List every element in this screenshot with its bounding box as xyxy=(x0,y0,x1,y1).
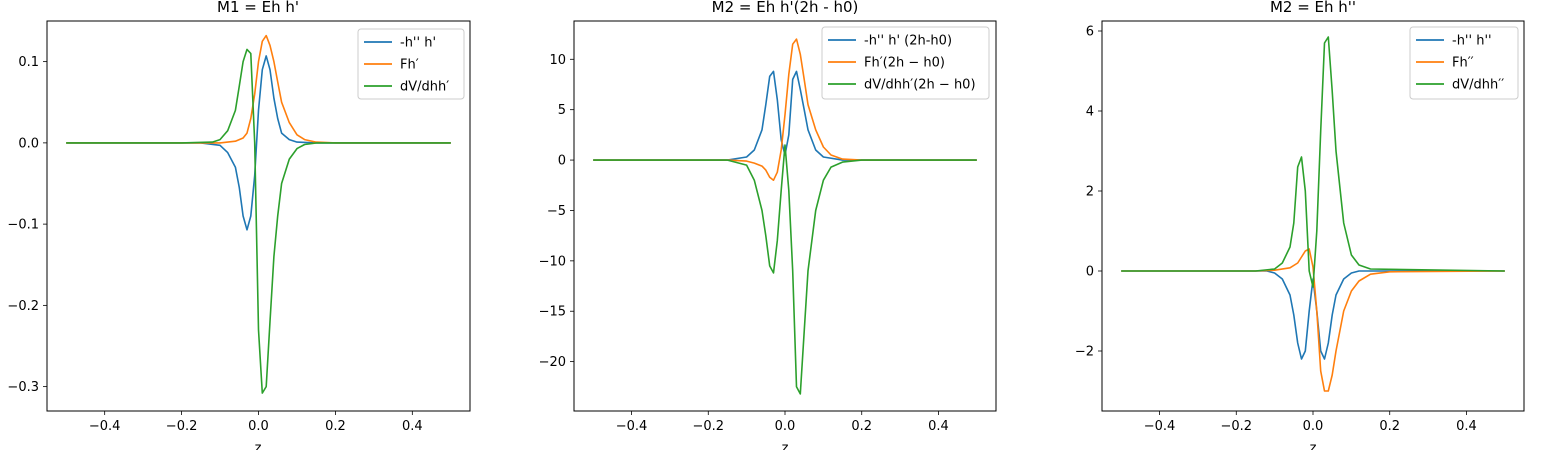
legend-label-2: dV/dhh′′ xyxy=(1452,78,1504,93)
y-tick-label: 0 xyxy=(558,154,566,169)
series-line-2 xyxy=(66,48,451,394)
x-tick-label: −0.2 xyxy=(166,419,198,434)
y-tick-label: 10 xyxy=(549,53,566,68)
series-line-2 xyxy=(1121,36,1505,288)
subplot-m1: M1 = Eh h' −0.4 −0.2 0.0 0.2 0.40.10.0−0.1−0… xyxy=(7,0,471,450)
x-tick-label: 0.4 xyxy=(1456,419,1477,434)
x-tick-label: −0.4 xyxy=(1144,419,1176,434)
series-line-1 xyxy=(66,34,451,144)
chart-title: M2 = Eh h'' xyxy=(1270,0,1356,16)
legend: -h'' h'' Fh′′ dV/dhh′′ xyxy=(1409,26,1519,100)
y-tick-label: −10 xyxy=(539,254,566,269)
y-tick-label: 4 xyxy=(1086,105,1094,120)
legend-label-1: Fh′′ xyxy=(1452,56,1474,71)
x-tick-label: −0.2 xyxy=(692,419,724,434)
series-lines xyxy=(593,38,977,395)
series-lines xyxy=(1121,36,1505,392)
legend-box xyxy=(821,26,990,100)
subplot-m2-2h-h0: M2 = Eh h'(2h - h0) −0.4 −0.2 0.0 0.2 0.4 10 5… xyxy=(539,0,997,450)
tick-marks: −0.4 −0.2 0.0 0.2 0.4 10 5 0 −5 −10 −15 −20 xyxy=(539,53,949,434)
legend-label-0: -h'' h'' xyxy=(1452,34,1492,49)
tick-marks: −0.4 −0.2 0.0 0.2 0.4 6 4 2 0 −2 xyxy=(1075,25,1477,435)
x-tick-label: −0.4 xyxy=(616,419,648,434)
y-tick-label: −15 xyxy=(539,305,566,320)
y-tick-label: −0.2 xyxy=(7,299,39,314)
legend-label-0: -h'' h' (2h-h0) xyxy=(864,34,952,49)
y-tick-label: 5 xyxy=(558,103,566,118)
y-tick-label: 0 xyxy=(1086,265,1094,280)
x-tick-label: 0.4 xyxy=(928,419,949,434)
y-tick-label: −2 xyxy=(1075,345,1094,360)
y-tick-label: −5 xyxy=(547,204,566,219)
x-tick-label: 0.2 xyxy=(851,419,872,434)
x-axis-label: z xyxy=(1310,441,1317,450)
subplot-m2-h2: M2 = Eh h'' −0.4 −0.2 0.0 0.2 0.4 6 4 2 0 −2 z -h… xyxy=(1075,0,1525,450)
x-tick-label: 0.4 xyxy=(402,419,423,434)
series-line-1 xyxy=(1121,248,1505,392)
x-axis-label: z xyxy=(255,441,262,450)
legend: -h'' h' (2h-h0) Fh′(2h − h0) dV/dhh′(2h − … xyxy=(821,26,990,100)
legend-label-1: Fh′ xyxy=(400,58,419,73)
x-tick-label: 0.2 xyxy=(1379,419,1400,434)
y-tick-label: −20 xyxy=(539,355,566,370)
legend-label-1: Fh′(2h − h0) xyxy=(864,56,945,71)
x-tick-label: −0.4 xyxy=(89,419,121,434)
y-tick-label: 2 xyxy=(1086,185,1094,200)
x-tick-label: 0.0 xyxy=(248,419,269,434)
series-lines xyxy=(66,34,451,394)
x-tick-label: 0.2 xyxy=(325,419,346,434)
y-tick-label: 0.1 xyxy=(18,55,39,70)
y-tick-label: −0.3 xyxy=(7,380,39,395)
x-axis-label: z xyxy=(782,441,789,450)
y-tick-label: −0.1 xyxy=(7,218,39,233)
chart-title: M2 = Eh h'(2h - h0) xyxy=(712,0,859,16)
legend: -h'' h' Fh′ dV/dhh′ xyxy=(357,28,465,100)
legend-label-2: dV/dhh′ xyxy=(400,80,449,95)
y-tick-label: 6 xyxy=(1086,25,1094,40)
y-tick-label: 0.0 xyxy=(18,136,39,151)
x-tick-label: −0.2 xyxy=(1220,419,1252,434)
x-tick-label: 0.0 xyxy=(775,419,796,434)
series-line-2 xyxy=(593,144,977,395)
legend-box xyxy=(1409,26,1519,100)
legend-label-2: dV/dhh′(2h − h0) xyxy=(864,78,976,93)
x-tick-label: 0.0 xyxy=(1303,419,1324,434)
series-line-0 xyxy=(66,55,451,231)
legend-box xyxy=(357,28,465,100)
chart-title: M1 = Eh h' xyxy=(217,0,299,16)
series-line-1 xyxy=(593,38,977,181)
series-line-0 xyxy=(593,70,977,161)
legend-label-0: -h'' h' xyxy=(400,36,436,51)
tick-marks: −0.4 −0.2 0.0 0.2 0.4 0.1 0.0 −0.1 −0.2 −0.3 xyxy=(7,55,422,434)
